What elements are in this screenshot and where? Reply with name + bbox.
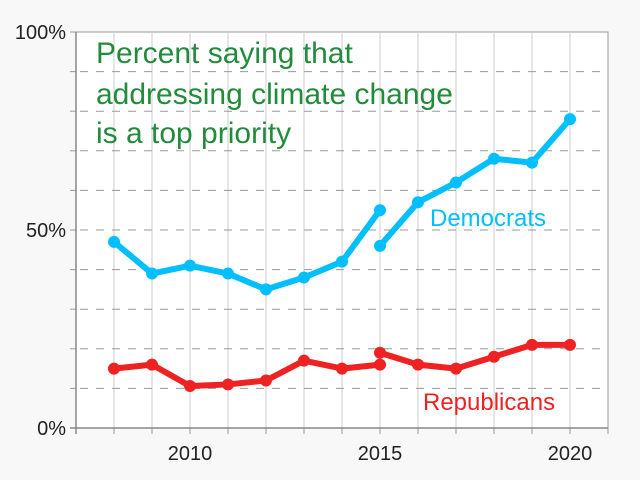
data-point bbox=[450, 362, 462, 375]
data-point bbox=[564, 113, 576, 126]
x-tick-label: 2015 bbox=[358, 443, 403, 465]
series-line bbox=[113, 357, 381, 390]
data-point bbox=[336, 255, 348, 268]
series-democrats bbox=[108, 113, 576, 296]
data-point bbox=[146, 358, 158, 371]
series-line bbox=[377, 117, 573, 248]
data-point bbox=[374, 239, 386, 252]
series-republicans bbox=[108, 338, 576, 393]
data-point bbox=[222, 267, 234, 280]
data-point bbox=[260, 283, 272, 296]
data-point bbox=[298, 354, 310, 367]
data-point bbox=[298, 271, 310, 284]
data-point bbox=[146, 267, 158, 280]
chart-title-line-1: Percent saying that bbox=[96, 37, 353, 70]
series-label-democrats: Democrats bbox=[430, 205, 546, 232]
data-point bbox=[336, 362, 348, 375]
chart-title-line-3: is a top priority bbox=[96, 117, 291, 150]
x-tick-label: 2020 bbox=[548, 443, 593, 465]
data-point bbox=[184, 380, 196, 393]
data-point bbox=[526, 338, 538, 351]
series-label-republicans: Republicans bbox=[423, 389, 555, 416]
data-point bbox=[222, 378, 234, 391]
y-tick-label: 100% bbox=[15, 22, 66, 44]
data-point bbox=[108, 362, 120, 375]
series-line bbox=[112, 208, 383, 293]
data-point bbox=[374, 204, 386, 217]
y-tick-label: 0% bbox=[37, 418, 66, 440]
data-point bbox=[564, 338, 576, 351]
series-line bbox=[379, 341, 570, 372]
chart-title-line-2: addressing climate change bbox=[96, 78, 453, 111]
data-point bbox=[412, 196, 424, 209]
x-tick-label: 2010 bbox=[168, 443, 213, 465]
data-point bbox=[526, 156, 538, 169]
data-point bbox=[488, 152, 500, 165]
data-point bbox=[450, 176, 462, 189]
data-point bbox=[184, 259, 196, 272]
data-point bbox=[412, 358, 424, 371]
data-point bbox=[488, 350, 500, 363]
data-point bbox=[108, 235, 120, 248]
data-point bbox=[260, 374, 272, 387]
data-point bbox=[374, 358, 386, 371]
y-tick-label: 50% bbox=[26, 220, 66, 242]
data-point bbox=[374, 346, 386, 359]
